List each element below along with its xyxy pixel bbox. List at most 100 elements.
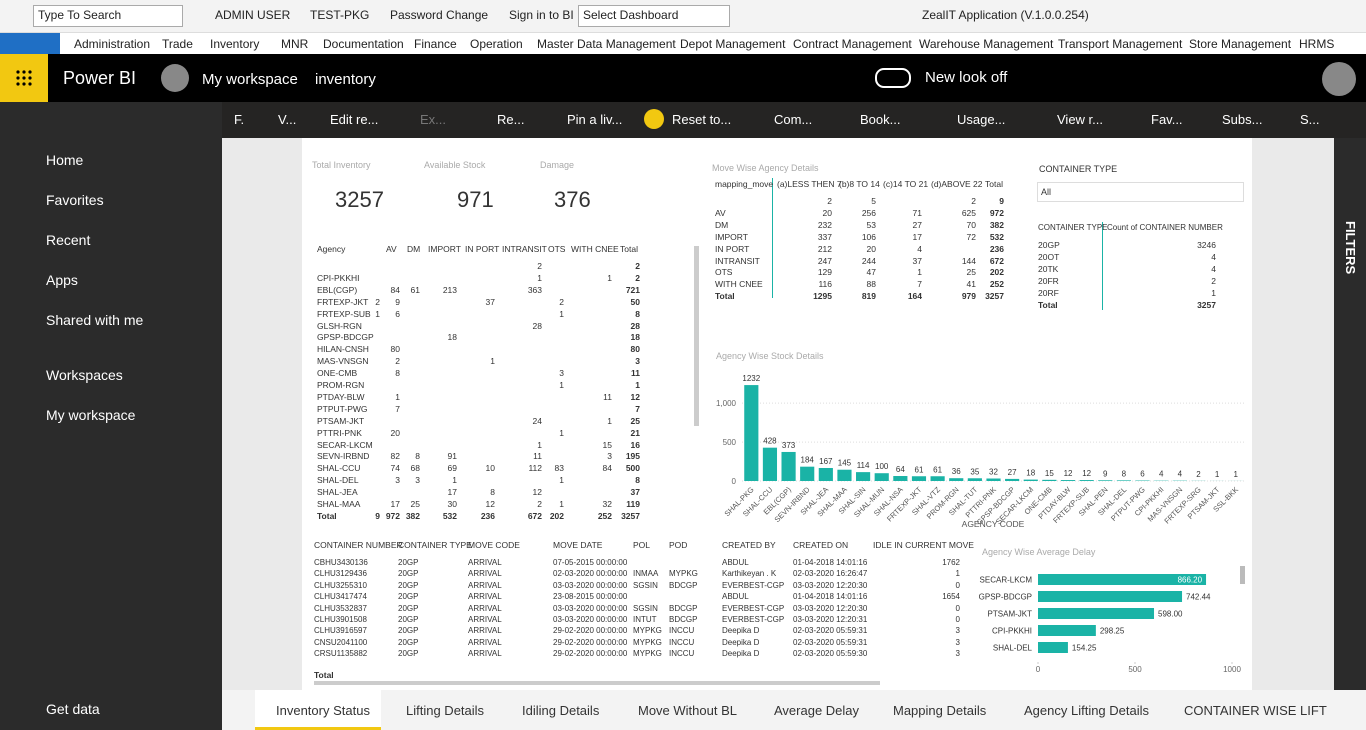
- nav-item[interactable]: Recent: [46, 232, 91, 248]
- menu-item[interactable]: MNR: [281, 37, 309, 51]
- cell: 144: [961, 255, 976, 266]
- tab[interactable]: Mapping Details: [893, 703, 987, 718]
- slicer-box[interactable]: [1037, 182, 1244, 202]
- toolbar-button[interactable]: F.: [234, 112, 245, 127]
- toolbar-button[interactable]: Subs...: [1222, 112, 1263, 127]
- breadcrumb[interactable]: My workspace: [202, 71, 298, 88]
- tab[interactable]: Agency Lifting Details: [1024, 703, 1150, 718]
- data-label: 1: [1233, 470, 1238, 479]
- nav-item[interactable]: Workspaces: [46, 367, 123, 383]
- cell: 2: [537, 261, 542, 271]
- bar: [781, 451, 796, 481]
- tab[interactable]: Average Delay: [774, 703, 860, 718]
- menu-item[interactable]: Inventory: [210, 37, 260, 51]
- top-bar-text[interactable]: Sign in to BI: [509, 8, 574, 22]
- toolbar-button[interactable]: Ex...: [420, 112, 447, 127]
- filters-pane[interactable]: [1334, 138, 1366, 730]
- toolbar-button[interactable]: Pin a liv...: [567, 112, 623, 127]
- cell: 7: [395, 403, 400, 414]
- data-label: 61: [933, 465, 942, 474]
- toggle[interactable]: [875, 68, 911, 88]
- row-label: PROM-RGN: [317, 380, 365, 390]
- cell: ARRIVAL: [468, 626, 502, 636]
- cell: INCCU: [669, 637, 695, 647]
- cell: 24: [532, 415, 542, 426]
- app-launcher[interactable]: [0, 54, 48, 102]
- tab[interactable]: Move Without BL: [638, 703, 737, 718]
- nav-item[interactable]: Get data: [46, 701, 100, 717]
- avatar[interactable]: [1322, 62, 1356, 96]
- row-label: PTTRI-PNK: [317, 427, 362, 438]
- top-bar-text[interactable]: Password Change: [390, 8, 489, 22]
- cell: ARRIVAL: [468, 615, 502, 624]
- dashboard-select[interactable]: [578, 5, 730, 27]
- search-box[interactable]: [33, 5, 183, 27]
- toolbar-button[interactable]: Com...: [774, 112, 813, 127]
- toolbar-button[interactable]: Fav...: [1151, 112, 1183, 127]
- cell: 61: [410, 284, 420, 295]
- y-tick-label: 1,000: [716, 399, 737, 408]
- menu-item[interactable]: Master Data Management: [537, 37, 676, 51]
- row-label: 20RF: [1038, 288, 1059, 298]
- menu-item[interactable]: Depot Management: [680, 37, 786, 51]
- toolbar-button[interactable]: Reset to...: [672, 112, 732, 127]
- cell: 1: [559, 380, 564, 390]
- cell: 12: [532, 487, 542, 498]
- nav-item[interactable]: My workspace: [46, 407, 136, 423]
- menu-item[interactable]: Trade: [162, 37, 193, 51]
- nav-item[interactable]: Shared with me: [46, 312, 144, 328]
- menu-item[interactable]: Administration: [74, 37, 151, 51]
- cell: 532: [989, 231, 1004, 242]
- cell: 02-03-2020 05:59:31: [793, 637, 868, 647]
- cell: 29-02-2020 00:00:00: [553, 649, 628, 659]
- toolbar-button[interactable]: Usage...: [957, 112, 1006, 127]
- column-header: IDLE IN CURRENT MOVE: [873, 540, 974, 550]
- menu-item[interactable]: Finance: [414, 37, 457, 51]
- menu-item[interactable]: Contract Management: [793, 37, 912, 51]
- nav-item[interactable]: Apps: [46, 272, 78, 288]
- tab[interactable]: Inventory Status: [276, 703, 370, 718]
- cell: 02-03-2020 05:59:31: [793, 626, 868, 636]
- avatar[interactable]: [161, 64, 189, 92]
- tab[interactable]: Lifting Details: [406, 703, 485, 718]
- menu-item[interactable]: Warehouse Management: [919, 37, 1054, 51]
- tab[interactable]: CONTAINER WISE LIFT: [1184, 703, 1327, 718]
- cell: 50: [630, 296, 640, 307]
- breadcrumb: inventory: [315, 71, 376, 88]
- data-label: 27: [1008, 468, 1017, 477]
- toolbar-button[interactable]: V...: [278, 112, 297, 127]
- menu-item[interactable]: Transport Management: [1058, 37, 1183, 51]
- cell: 213: [442, 284, 457, 295]
- cell: 7: [635, 403, 640, 414]
- tab[interactable]: Idiling Details: [522, 703, 600, 718]
- cell: 74: [390, 463, 400, 474]
- cell: 84: [390, 284, 400, 295]
- menu-item[interactable]: HRMS: [1299, 37, 1335, 51]
- toolbar-button[interactable]: S...: [1300, 112, 1320, 127]
- top-bar-text[interactable]: ADMIN USER: [215, 8, 291, 22]
- cell: 1654: [942, 592, 960, 602]
- toolbar-button[interactable]: Edit re...: [330, 112, 379, 127]
- top-bar-text[interactable]: TEST-PKG: [310, 8, 370, 22]
- menu-icon[interactable]: [0, 33, 60, 54]
- toolbar-button[interactable]: Book...: [860, 112, 901, 127]
- cell: 20: [866, 243, 876, 254]
- column-header: CONTAINER TYPE: [398, 540, 472, 550]
- nav-item[interactable]: Home: [46, 152, 84, 168]
- active-tab[interactable]: [255, 690, 381, 730]
- top-bar-text[interactable]: Select Dashboard: [583, 8, 679, 22]
- nav-item[interactable]: Favorites: [46, 192, 104, 208]
- top-bar-text[interactable]: Type To Search: [38, 8, 122, 22]
- cell: 20GP: [398, 603, 419, 613]
- menu-item[interactable]: Operation: [470, 37, 523, 51]
- slicer-value[interactable]: All: [1041, 187, 1052, 197]
- menu-item[interactable]: Documentation: [323, 37, 404, 51]
- toolbar-button[interactable]: Re...: [497, 112, 525, 127]
- row-label: EBL(CGP): [317, 284, 358, 295]
- menu-item[interactable]: Store Management: [1189, 37, 1292, 51]
- cell: ARRIVAL: [468, 603, 502, 613]
- toolbar-button[interactable]: View r...: [1057, 112, 1104, 127]
- cell: 02-03-2020 05:59:30: [793, 649, 868, 659]
- data-label: 4: [1178, 470, 1183, 479]
